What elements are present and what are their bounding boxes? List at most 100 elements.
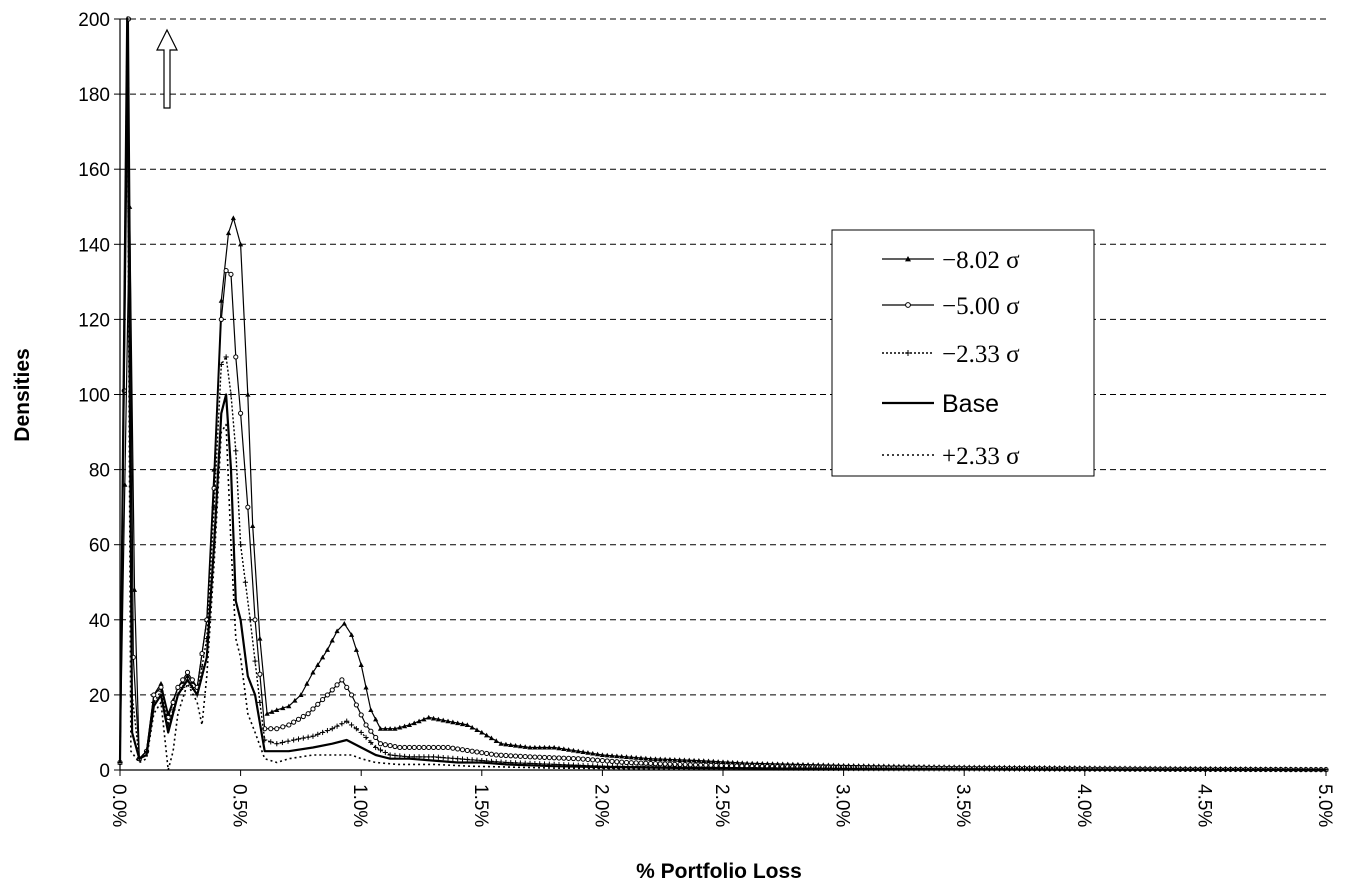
data-point-triangle <box>488 735 495 741</box>
x-tick-label: 2.0% <box>590 784 611 827</box>
data-point-triangle <box>575 748 581 754</box>
legend-label: Base <box>942 390 999 418</box>
data-point-circle <box>310 706 316 712</box>
data-point-plus <box>455 756 461 762</box>
data-point-triangle <box>382 726 388 731</box>
data-point-circle <box>223 268 229 274</box>
x-axis-ticks: 0.0% 0.5% 1.0% 1.5% 2.0% 2.5% 3.0% 3.5% 4.0% 4.5%… <box>108 770 1335 827</box>
data-point-triangle <box>329 637 335 643</box>
data-point-circle <box>175 684 181 690</box>
data-point-plus <box>324 727 331 734</box>
data-point-triangle <box>269 709 275 714</box>
data-point-triangle <box>445 718 451 724</box>
data-point-triangle <box>619 753 625 759</box>
data-point-plus <box>334 723 340 729</box>
data-point-triangle <box>537 744 543 750</box>
data-point-triangle <box>450 719 456 725</box>
data-point-circle <box>652 761 659 767</box>
data-point-circle <box>498 752 504 758</box>
data-point-plus <box>368 739 374 746</box>
data-point-circle <box>590 757 596 763</box>
data-point-plus <box>440 755 446 761</box>
data-point-plus <box>329 726 335 732</box>
data-point-triangle <box>541 744 548 750</box>
data-point-circle <box>455 746 461 752</box>
data-point-triangle <box>594 751 601 757</box>
data-point-triangle <box>406 722 413 728</box>
data-point-plus <box>435 754 441 760</box>
data-point-triangle <box>503 741 509 747</box>
data-point-triangle <box>397 724 403 730</box>
data-point-plus <box>223 354 229 360</box>
data-point-plus <box>158 688 164 694</box>
data-point-triangle <box>348 632 355 637</box>
data-point-triangle <box>676 757 683 762</box>
data-point-circle <box>268 726 274 732</box>
data-point-triangle <box>580 749 586 755</box>
series-line <box>118 17 1327 771</box>
data-point-circle <box>189 677 195 683</box>
data-point-plus <box>300 735 306 741</box>
data-point-plus <box>242 579 249 585</box>
data-point-triangle <box>696 758 702 763</box>
data-point-plus <box>387 752 393 758</box>
data-point-circle <box>363 722 369 728</box>
data-point-circle <box>469 748 475 754</box>
x-tick-label: 1.5% <box>470 784 491 827</box>
data-point-triangle <box>245 391 251 397</box>
data-point-circle <box>387 743 393 749</box>
data-point-circle <box>252 617 258 623</box>
data-point-triangle <box>320 654 326 660</box>
data-point-triangle <box>648 756 654 761</box>
data-point-triangle <box>691 757 697 763</box>
data-point-triangle <box>638 755 644 761</box>
data-point-circle <box>368 728 374 734</box>
data-point-circle <box>315 701 321 707</box>
data-point-circle <box>329 687 335 693</box>
data-point-triangle <box>556 745 562 751</box>
data-point-circle <box>151 692 157 698</box>
data-point-circle <box>508 753 514 759</box>
data-point-circle <box>662 761 668 767</box>
data-point-circle <box>459 747 466 753</box>
data-point-plus <box>358 729 364 736</box>
data-point-circle <box>291 719 297 725</box>
data-point-circle <box>377 741 384 747</box>
data-point-triangle <box>672 757 678 762</box>
y-tick-label: 180 <box>78 85 110 106</box>
data-point-triangle <box>274 707 280 712</box>
data-point-triangle <box>720 759 726 765</box>
data-point-triangle <box>158 681 164 686</box>
data-point-triangle <box>623 754 630 759</box>
data-point-plus <box>377 747 384 753</box>
y-tick-label: 60 <box>89 536 110 557</box>
data-point-circle <box>373 734 379 741</box>
data-point-circle <box>517 753 523 759</box>
data-point-triangle <box>517 743 523 749</box>
data-point-triangle <box>298 692 304 697</box>
data-point-circle <box>218 316 224 322</box>
data-point-circle <box>397 744 403 751</box>
y-axis-ticks: 0 20 40 60 80 100 120 140 160 180 200 <box>78 10 120 782</box>
data-point-triangle <box>474 727 480 733</box>
data-point-circle <box>537 754 543 760</box>
data-point-circle <box>233 354 239 360</box>
data-point-circle <box>633 760 639 766</box>
data-point-triangle <box>250 523 256 529</box>
data-point-triangle <box>585 750 591 755</box>
data-point-circle <box>305 711 311 717</box>
series-0 <box>117 204 1329 772</box>
data-point-circle <box>580 756 586 762</box>
data-point-triangle <box>570 747 577 753</box>
data-point-triangle <box>905 256 911 262</box>
data-point-triangle <box>264 711 270 716</box>
data-point-triangle <box>358 662 364 667</box>
legend-item: −2.33 σ <box>882 341 1020 368</box>
data-point-triangle <box>363 684 369 690</box>
data-point-plus <box>315 731 321 737</box>
data-point-circle <box>228 271 234 277</box>
data-point-triangle <box>493 738 499 743</box>
up-arrow-icon <box>156 28 178 109</box>
data-point-circle <box>430 744 437 751</box>
